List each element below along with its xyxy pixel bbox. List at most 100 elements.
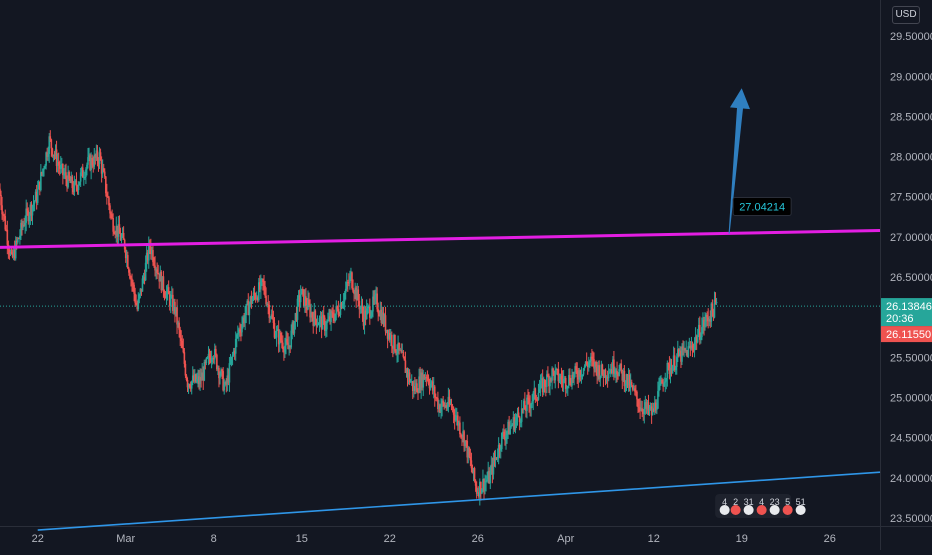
candle-body bbox=[364, 310, 367, 319]
candle-body bbox=[499, 449, 502, 451]
candle-body bbox=[360, 305, 363, 308]
candle-body bbox=[415, 383, 417, 391]
candle-body bbox=[131, 278, 133, 284]
candle-body bbox=[10, 251, 13, 253]
event-flag-icon[interactable] bbox=[795, 505, 806, 515]
candle-body bbox=[313, 310, 316, 326]
candle-body bbox=[329, 316, 331, 322]
candle-body bbox=[14, 240, 17, 259]
candle-body bbox=[436, 397, 438, 399]
candle-body bbox=[631, 385, 634, 390]
candle-body bbox=[27, 210, 30, 222]
candle-body bbox=[35, 191, 38, 203]
candle-body bbox=[281, 340, 283, 343]
candle-body bbox=[52, 154, 55, 156]
candle-body bbox=[426, 377, 429, 379]
candle-body bbox=[36, 189, 39, 203]
candle-body bbox=[408, 372, 411, 383]
candle-body bbox=[193, 375, 195, 382]
candle-body bbox=[399, 349, 401, 351]
candle-body bbox=[335, 306, 338, 314]
candle-body bbox=[394, 335, 396, 351]
candle-body bbox=[683, 348, 685, 351]
candle-body bbox=[369, 306, 371, 318]
candle-body bbox=[165, 291, 168, 299]
candle-body bbox=[111, 214, 113, 218]
candle-body bbox=[625, 374, 628, 384]
candle-body bbox=[227, 375, 230, 383]
candle-body bbox=[512, 417, 515, 426]
y-tick-label: 28.50000 bbox=[890, 111, 932, 123]
candle-body bbox=[119, 233, 122, 241]
candle-body bbox=[332, 312, 334, 319]
event-flag-icon[interactable] bbox=[719, 505, 730, 515]
target-arrow[interactable] bbox=[728, 88, 750, 234]
candle-body bbox=[607, 373, 610, 379]
candle-body bbox=[433, 386, 436, 398]
candle-body bbox=[55, 149, 58, 166]
candle-body bbox=[4, 216, 7, 230]
currency-button[interactable]: USD bbox=[892, 6, 920, 24]
resistance-line[interactable] bbox=[0, 228, 881, 249]
candle-body bbox=[138, 294, 141, 299]
candle-body bbox=[638, 407, 640, 409]
candle-body bbox=[43, 168, 45, 170]
candle-body bbox=[277, 329, 280, 345]
candle-body bbox=[405, 369, 408, 373]
candle-body bbox=[317, 324, 320, 326]
event-flag-icon[interactable] bbox=[730, 505, 741, 515]
candle-body bbox=[468, 447, 471, 457]
support-line[interactable] bbox=[37, 471, 881, 531]
candle-body bbox=[385, 329, 388, 332]
candle-body bbox=[304, 296, 306, 307]
candle-body bbox=[602, 374, 605, 378]
event-flag-icon[interactable] bbox=[756, 505, 767, 515]
candle-body bbox=[47, 153, 49, 157]
candle-body bbox=[282, 342, 284, 350]
candle-body bbox=[208, 353, 211, 358]
candle-body bbox=[291, 322, 294, 331]
candle-body bbox=[130, 278, 132, 280]
event-count: 2 bbox=[733, 497, 738, 507]
candle-body bbox=[98, 152, 101, 164]
candle-body bbox=[560, 376, 563, 380]
event-flag-icon[interactable] bbox=[782, 505, 793, 515]
event-flag-icon[interactable] bbox=[743, 505, 754, 515]
candle-body bbox=[59, 164, 62, 169]
candle-body bbox=[142, 277, 145, 279]
event-flag-icon[interactable] bbox=[769, 505, 780, 515]
candle-body bbox=[616, 370, 618, 375]
candle-body bbox=[579, 370, 582, 377]
candle-body bbox=[230, 356, 233, 363]
candle-body bbox=[540, 378, 543, 381]
candle-body bbox=[409, 381, 412, 383]
candle-body bbox=[659, 384, 661, 386]
candle-body bbox=[206, 357, 209, 359]
candle-body bbox=[594, 361, 596, 369]
candle-body bbox=[133, 284, 135, 294]
candle-body bbox=[397, 342, 399, 354]
candle-body bbox=[706, 315, 708, 318]
candle-body bbox=[135, 302, 137, 305]
candle-body bbox=[139, 288, 142, 295]
candle-body bbox=[387, 332, 390, 339]
candle-body bbox=[597, 365, 599, 377]
candle-body bbox=[601, 364, 604, 375]
candle-body bbox=[388, 332, 391, 340]
candle-body bbox=[422, 374, 425, 388]
candle-body bbox=[506, 431, 508, 436]
candle-body bbox=[155, 269, 157, 271]
candle-body bbox=[128, 268, 130, 273]
event-markers[interactable]: 4 2 31 4 23 5 51 bbox=[715, 494, 806, 518]
candle-body bbox=[203, 362, 206, 381]
trend-lines[interactable] bbox=[0, 88, 881, 531]
candle-body bbox=[264, 285, 266, 296]
candle-body bbox=[191, 375, 194, 382]
x-tick-label: 26 bbox=[824, 533, 836, 545]
candle-body bbox=[634, 388, 636, 392]
event-count: 51 bbox=[796, 497, 806, 507]
candle-body bbox=[452, 407, 455, 415]
